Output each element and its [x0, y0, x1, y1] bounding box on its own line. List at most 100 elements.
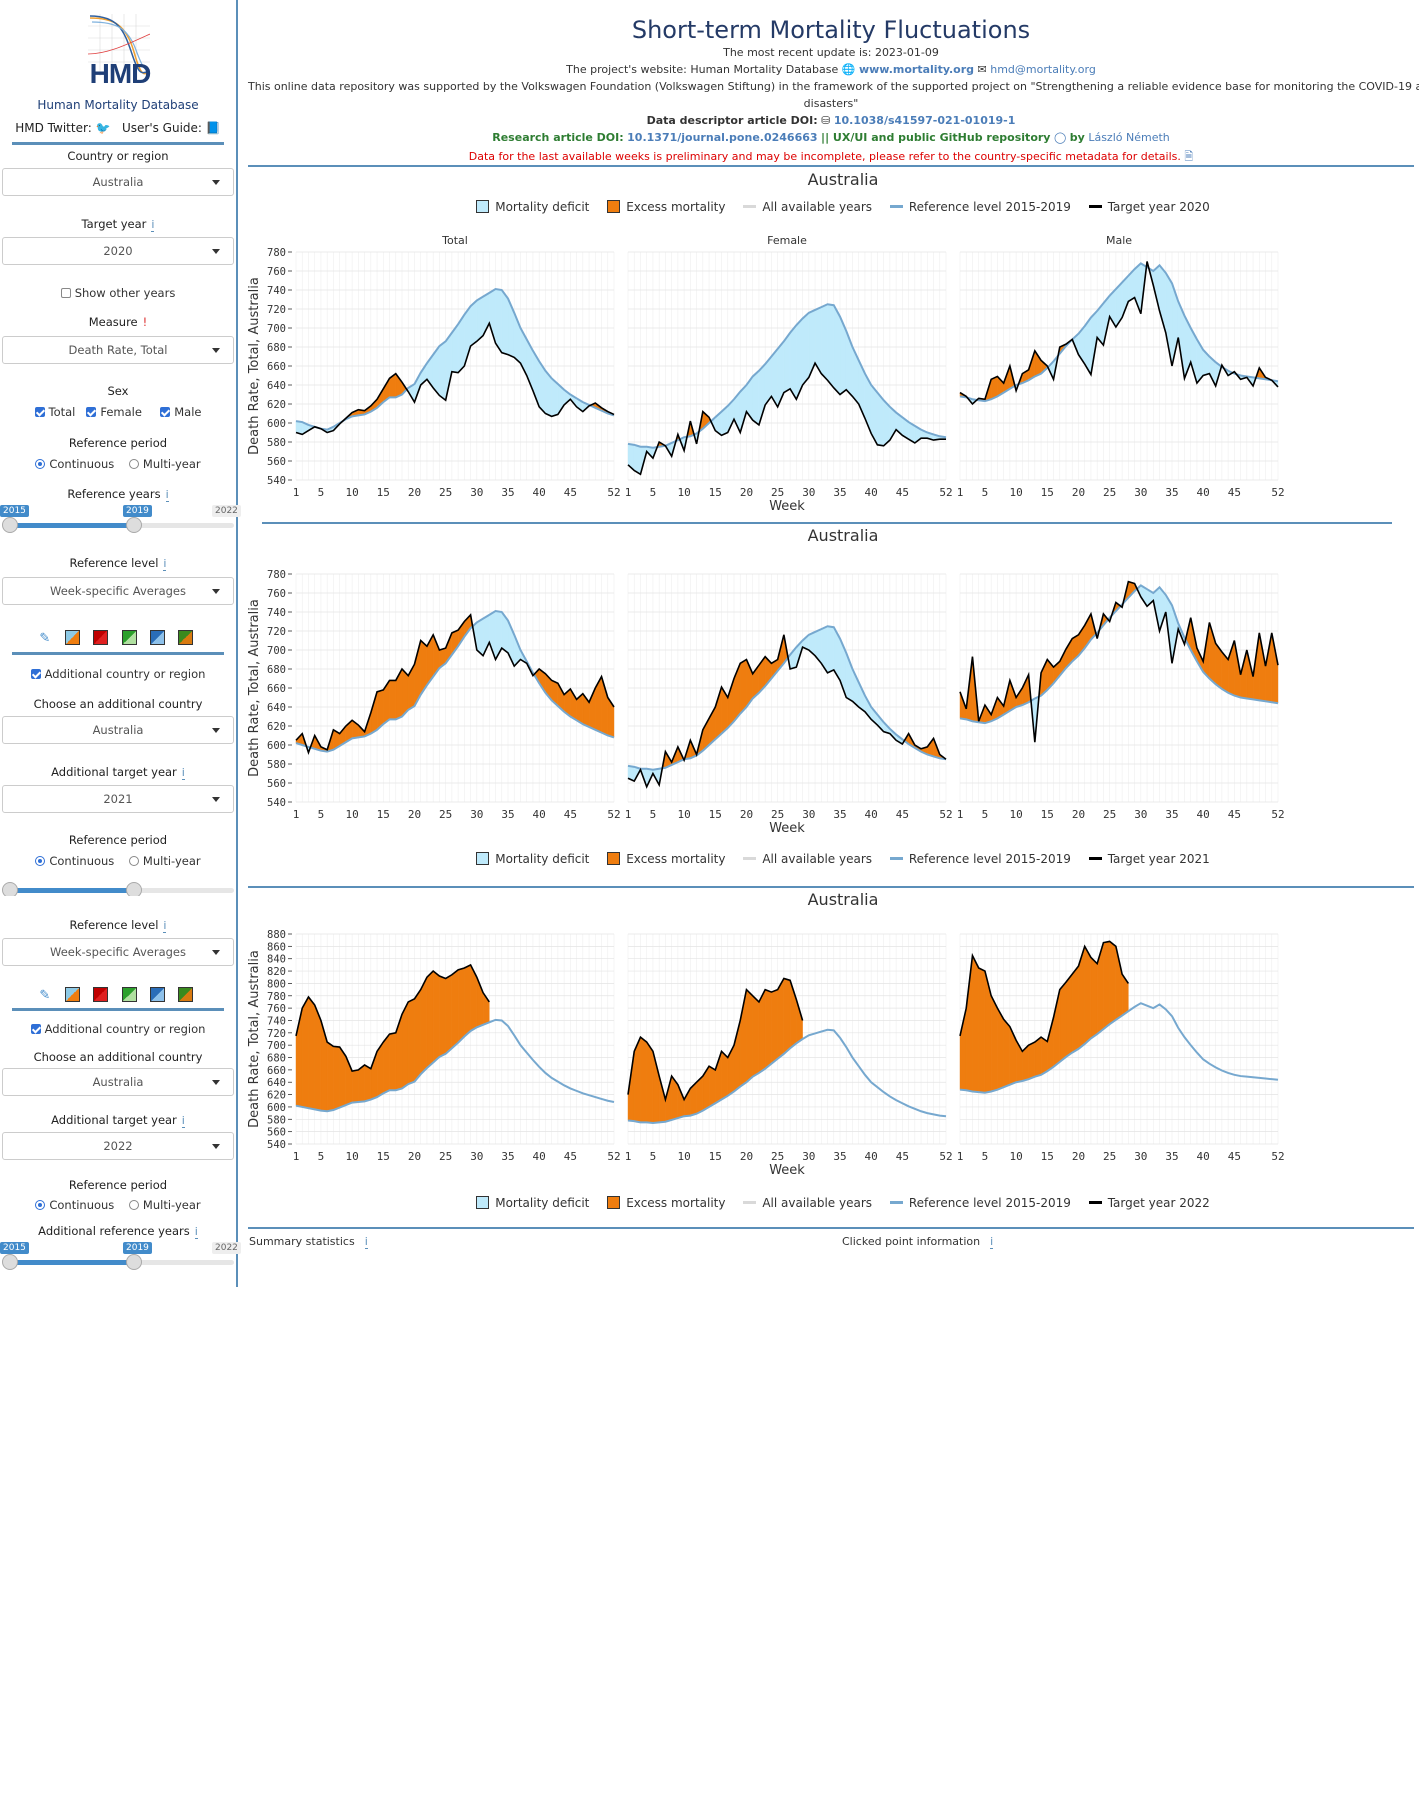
- legend-all-years[interactable]: All available years: [743, 200, 872, 214]
- legend-target[interactable]: Target year 2022: [1088, 1196, 1210, 1210]
- legend-reference[interactable]: Reference level 2015-2019: [889, 852, 1071, 866]
- legend-reference[interactable]: Reference level 2015-2019: [889, 200, 1071, 214]
- continuous-radio[interactable]: Continuous: [35, 457, 114, 471]
- legend-excess[interactable]: Excess mortality: [607, 200, 726, 214]
- checkbox-icon[interactable]: [160, 407, 171, 417]
- slider-handle-left[interactable]: [2, 1254, 18, 1270]
- show-other-years-checkbox[interactable]: Show other years: [0, 286, 236, 300]
- palette-swatch-3[interactable]: [121, 987, 137, 1002]
- chart-panel-2[interactable]: Death Rate, Total, Australia540560580600…: [244, 550, 1416, 840]
- add-ref-years-slider-partial[interactable]: [2, 870, 234, 896]
- add-target-year-select-2[interactable]: 2022: [2, 1132, 234, 1160]
- info-icon[interactable]: i: [364, 1235, 368, 1249]
- checkbox-icon[interactable]: [86, 407, 97, 417]
- twitter-icon[interactable]: 🐦: [95, 121, 111, 135]
- target-year-select[interactable]: 2020: [2, 237, 234, 265]
- guide-book-icon[interactable]: 📘: [205, 121, 221, 135]
- ref-level-select[interactable]: Week-specific Averages: [2, 577, 234, 605]
- excess-area: [383, 679, 390, 725]
- continuous-radio[interactable]: Continuous: [35, 854, 114, 868]
- email-link[interactable]: hmd@mortality.org: [990, 63, 1096, 76]
- info-icon[interactable]: i: [165, 488, 169, 502]
- sex-total-checkbox[interactable]: Total: [34, 405, 75, 419]
- radio-icon[interactable]: [35, 1200, 46, 1210]
- x-tick-label: 10: [677, 486, 690, 499]
- reference-line: [959, 1002, 1279, 1094]
- add-target-year-select[interactable]: 2021: [2, 785, 234, 813]
- legend-deficit[interactable]: Mortality deficit: [476, 1196, 589, 1210]
- radio-icon[interactable]: [35, 856, 46, 866]
- continuous-radio[interactable]: Continuous: [35, 1198, 114, 1212]
- x-tick-label: 5: [982, 486, 989, 499]
- additional-country-checkbox-2[interactable]: Additional country or region: [0, 1022, 236, 1036]
- info-icon[interactable]: i: [151, 218, 155, 232]
- checkbox-icon[interactable]: [34, 407, 45, 417]
- country-select[interactable]: Australia: [2, 168, 234, 196]
- chart-panel-1[interactable]: Death Rate, Total, AustraliaTotal5405605…: [244, 226, 1416, 516]
- x-tick-label: 35: [833, 808, 846, 821]
- palette-swatch-1[interactable]: [65, 630, 81, 645]
- ref-level-select-2[interactable]: Week-specific Averages: [2, 938, 234, 966]
- measure-select[interactable]: Death Rate, Total: [2, 336, 234, 364]
- palette-swatch-1[interactable]: [65, 987, 81, 1002]
- palette-swatch-5[interactable]: [177, 630, 193, 645]
- info-icon[interactable]: i: [163, 557, 167, 571]
- checkbox-icon[interactable]: [30, 669, 41, 679]
- radio-icon[interactable]: [128, 459, 139, 469]
- multi-year-radio[interactable]: Multi-year: [128, 457, 201, 471]
- legend-deficit[interactable]: Mortality deficit: [476, 852, 589, 866]
- author-link[interactable]: László Németh: [1088, 131, 1170, 144]
- legend-all-years[interactable]: All available years: [743, 1196, 872, 1210]
- facet-male: 1 5 10 15 20 25 30 35 40 45 52: [957, 933, 1285, 1163]
- github-icon[interactable]: ◯: [1053, 131, 1067, 144]
- legend-deficit[interactable]: Mortality deficit: [476, 200, 589, 214]
- checkbox-icon[interactable]: [30, 1024, 41, 1034]
- radio-icon[interactable]: [128, 856, 139, 866]
- legend-excess[interactable]: Excess mortality: [607, 1196, 726, 1210]
- document-icon[interactable]: 🗎: [1184, 150, 1194, 163]
- checkbox-icon[interactable]: [60, 288, 71, 298]
- legend-target[interactable]: Target year 2021: [1088, 852, 1210, 866]
- additional-country-checkbox[interactable]: Additional country or region: [0, 667, 236, 681]
- slider-handle-left[interactable]: [2, 517, 18, 533]
- pencil-icon[interactable]: ✎: [39, 988, 51, 1003]
- pencil-icon[interactable]: ✎: [39, 631, 51, 646]
- multi-year-radio[interactable]: Multi-year: [128, 854, 201, 868]
- multi-year-radio[interactable]: Multi-year: [128, 1198, 201, 1212]
- slider-handle-right[interactable]: [126, 1254, 142, 1270]
- ref-years-slider[interactable]: 2015 2019 2022: [0, 505, 241, 535]
- palette-swatch-5[interactable]: [177, 987, 193, 1002]
- info-icon[interactable]: i: [181, 766, 185, 780]
- additional-country-select-2[interactable]: Australia: [2, 1068, 234, 1096]
- ref-level-label: Reference level i: [69, 556, 167, 571]
- research-doi-link[interactable]: 10.1371/journal.pone.0246663: [627, 131, 818, 144]
- x-tick-label: 25: [1103, 808, 1116, 821]
- palette-swatch-2[interactable]: [93, 987, 109, 1002]
- palette-swatch-4[interactable]: [149, 987, 165, 1002]
- website-link[interactable]: www.mortality.org: [858, 63, 975, 76]
- sex-male-checkbox[interactable]: Male: [160, 405, 201, 419]
- slider-handle-right[interactable]: [126, 517, 142, 533]
- sex-female-checkbox[interactable]: Female: [86, 405, 142, 419]
- legend-target[interactable]: Target year 2020: [1088, 200, 1210, 214]
- chart-panel-3[interactable]: Death Rate, Total, Australia540560580600…: [244, 916, 1416, 1186]
- slider-handle-left[interactable]: [2, 882, 18, 896]
- palette-swatch-3[interactable]: [121, 630, 137, 645]
- radio-icon[interactable]: [128, 1200, 139, 1210]
- excess-area: [1103, 941, 1110, 1030]
- info-icon[interactable]: i: [181, 1114, 185, 1128]
- x-tick-label: 15: [1041, 808, 1054, 821]
- slider-handle-right[interactable]: [126, 882, 142, 896]
- legend-excess[interactable]: Excess mortality: [607, 852, 726, 866]
- additional-country-select[interactable]: Australia: [2, 716, 234, 744]
- descriptor-doi-link[interactable]: 10.1038/s41597-021-01019-1: [833, 114, 1016, 127]
- radio-icon[interactable]: [35, 459, 46, 469]
- info-icon[interactable]: i: [194, 1225, 198, 1239]
- legend-reference[interactable]: Reference level 2015-2019: [889, 1196, 1071, 1210]
- legend-all-years[interactable]: All available years: [743, 852, 872, 866]
- palette-swatch-2[interactable]: [93, 630, 109, 645]
- info-icon[interactable]: i: [990, 1235, 994, 1249]
- add-ref-years-slider[interactable]: 2015 2019 2022: [0, 1242, 241, 1272]
- palette-swatch-4[interactable]: [149, 630, 165, 645]
- info-icon[interactable]: i: [163, 919, 167, 933]
